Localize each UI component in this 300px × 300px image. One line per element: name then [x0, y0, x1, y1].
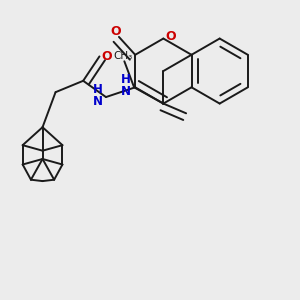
- Text: H
N: H N: [120, 73, 130, 98]
- Text: O: O: [166, 31, 176, 44]
- Text: O: O: [110, 25, 121, 38]
- Text: O: O: [102, 50, 112, 63]
- Text: CH₃: CH₃: [113, 51, 132, 61]
- Text: H
N: H N: [93, 83, 103, 108]
